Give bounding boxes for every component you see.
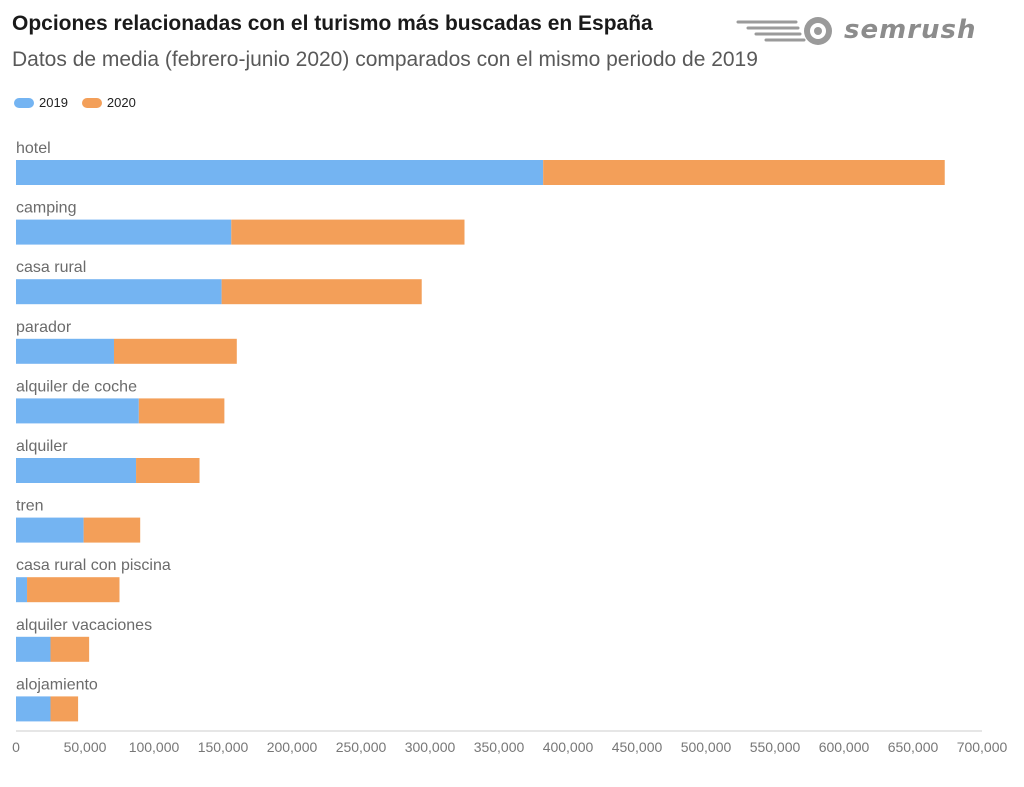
legend-item-2019: 2019: [14, 95, 68, 110]
category-label: alquiler vacaciones: [16, 617, 152, 634]
x-tick-label: 150,000: [198, 739, 249, 755]
x-tick-label: 250,000: [336, 739, 387, 755]
bar-2019: [16, 279, 222, 305]
bar-2019: [16, 696, 51, 722]
x-tick-label: 350,000: [474, 739, 525, 755]
bar-2019: [16, 577, 28, 603]
bar-2020: [27, 577, 120, 603]
bar-2020: [138, 398, 225, 424]
category-label: parador: [16, 319, 72, 336]
legend-label-2019: 2019: [39, 95, 68, 110]
bar-2020: [543, 160, 945, 185]
x-tick-label: 0: [12, 739, 20, 755]
chart-subtitle: Datos de media (febrero-junio 2020) comp…: [12, 48, 758, 71]
x-tick-label: 700,000: [957, 739, 1008, 755]
bar-2019: [16, 398, 139, 424]
bar-2020: [231, 219, 465, 245]
x-tick-label: 200,000: [267, 739, 318, 755]
chart-legend: 2019 2020: [14, 95, 150, 110]
bar-2019: [16, 517, 84, 543]
bar-2020: [50, 696, 79, 722]
bar-2019: [16, 219, 232, 245]
category-label: casa rural: [16, 259, 86, 276]
bar-2020: [113, 338, 237, 364]
bar-2020: [50, 636, 90, 662]
bar-2019: [16, 458, 137, 483]
x-tick-label: 50,000: [64, 739, 107, 755]
x-tick-label: 550,000: [750, 739, 801, 755]
category-label: alojamiento: [16, 676, 98, 693]
legend-swatch-2020: [81, 97, 102, 108]
semrush-fireball-icon: [736, 17, 832, 45]
bar-2020: [83, 517, 141, 543]
category-label: alquiler de coche: [16, 378, 137, 395]
x-tick-label: 400,000: [543, 739, 594, 755]
bar-2019: [16, 160, 544, 185]
x-tick-label: 600,000: [819, 739, 870, 755]
x-tick-label: 300,000: [405, 739, 456, 755]
x-tick-label: 500,000: [681, 739, 732, 755]
category-label: alquiler: [16, 438, 68, 455]
x-tick-label: 100,000: [129, 739, 180, 755]
x-tick-label: 650,000: [888, 739, 939, 755]
bar-2020: [221, 279, 422, 305]
category-label: camping: [16, 200, 76, 217]
semrush-logo: semrush: [734, 12, 977, 48]
legend-swatch-2019: [14, 97, 34, 108]
bar-2019: [16, 636, 51, 662]
category-label: hotel: [16, 140, 51, 157]
bar-2020: [136, 458, 200, 483]
legend-item-2020: 2020: [81, 95, 136, 110]
bar-2019: [16, 338, 114, 364]
x-tick-label: 450,000: [612, 739, 663, 755]
legend-label-2020: 2020: [106, 95, 136, 110]
chart-title: Opciones relacionadas con el turismo más…: [12, 12, 653, 35]
category-label: tren: [16, 498, 44, 515]
category-label: casa rural con piscina: [16, 557, 171, 574]
semrush-wordmark: semrush: [844, 15, 977, 45]
